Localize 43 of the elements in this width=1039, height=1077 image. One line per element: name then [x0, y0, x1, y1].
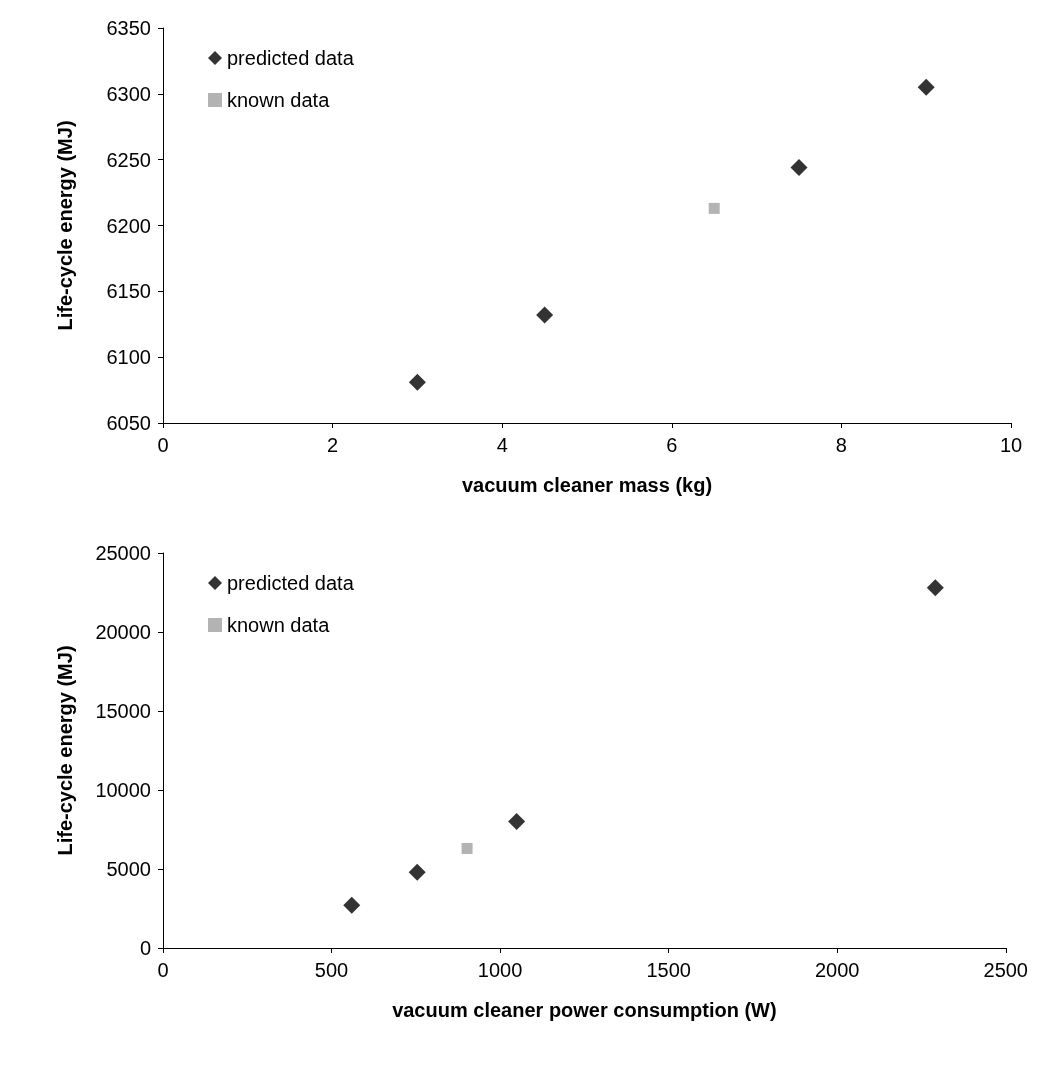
point — [708, 202, 720, 214]
legend-label: predicted data — [227, 572, 355, 594]
x-tick-label: 0 — [157, 959, 169, 981]
y-tick-label: 6350 — [106, 17, 151, 39]
y-tick-label: 20000 — [95, 621, 151, 643]
point — [917, 78, 935, 96]
y-tick-label: 15000 — [95, 700, 151, 722]
point — [790, 159, 808, 177]
x-tick-label: 500 — [314, 959, 349, 981]
y-tick-label: 6150 — [106, 280, 151, 303]
y-tick-label: 0 — [139, 937, 151, 959]
x-axis-title: vacuum cleaner mass (kg) — [461, 474, 713, 496]
x-axis-title: vacuum cleaner power consumption (W) — [392, 999, 777, 1021]
y-tick-label: 10000 — [95, 779, 151, 801]
point — [508, 813, 526, 831]
legend-label: known data — [227, 89, 331, 111]
y-tick-label: 6250 — [106, 148, 151, 171]
legend-label: known data — [227, 614, 331, 636]
x-tick-label: 6 — [666, 434, 678, 456]
point — [408, 863, 426, 881]
point — [536, 306, 554, 324]
point — [408, 373, 426, 391]
y-tick-label: 6050 — [106, 412, 151, 434]
x-tick-label: 4 — [496, 434, 508, 456]
x-tick-label: 0 — [157, 434, 169, 456]
y-tick-label: 25000 — [95, 542, 151, 564]
y-axis-title: Life-cycle energy (MJ) — [54, 120, 76, 331]
y-tick-label: 6100 — [106, 346, 151, 369]
y-tick-label: 6200 — [106, 214, 151, 237]
point — [926, 579, 944, 597]
y-axis-title: Life-cycle energy (MJ) — [54, 645, 76, 856]
point — [461, 842, 473, 854]
x-tick-label: 1000 — [477, 959, 523, 981]
x-tick-label: 1500 — [646, 959, 691, 981]
x-tick-label: 8 — [835, 434, 847, 456]
y-tick-label: 6300 — [106, 82, 151, 105]
point — [343, 896, 361, 914]
x-tick-label: 10 — [999, 434, 1023, 456]
x-tick-label: 2 — [327, 434, 339, 456]
y-tick-label: 5000 — [106, 858, 151, 880]
legend-label: predicted data — [227, 47, 355, 69]
x-tick-label: 2000 — [814, 959, 860, 981]
x-tick-label: 2500 — [983, 959, 1028, 981]
